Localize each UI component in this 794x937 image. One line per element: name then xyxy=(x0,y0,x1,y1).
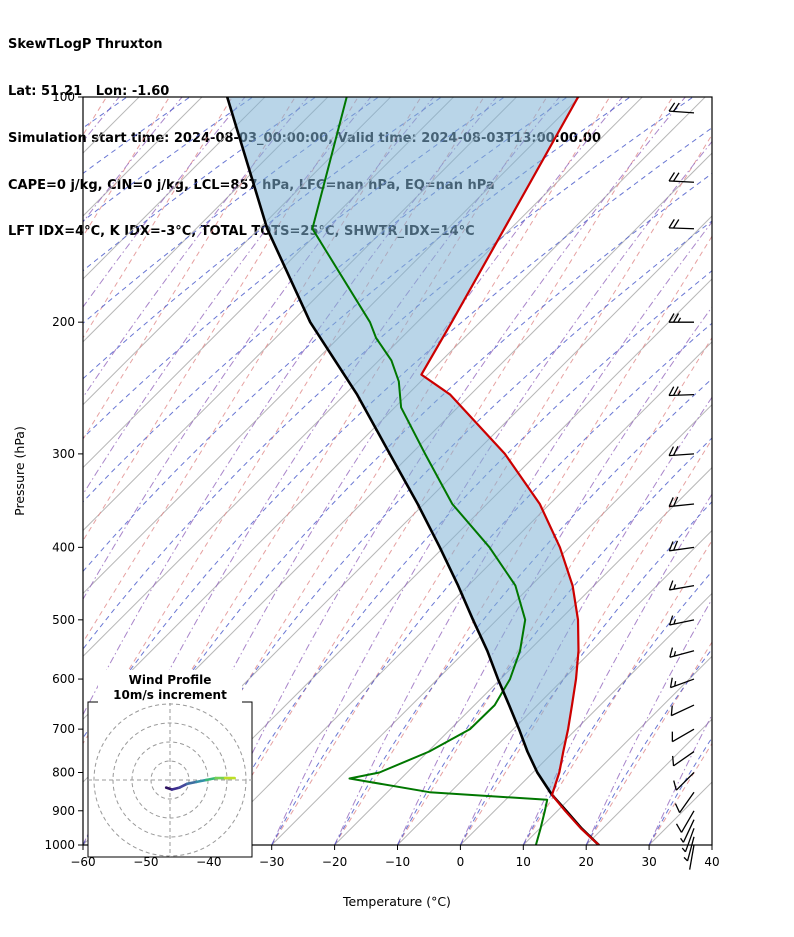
wind-barb xyxy=(683,836,695,862)
x-tick-label: −60 xyxy=(70,855,95,869)
wind-barb xyxy=(668,615,695,626)
header-location: Lat: 51.21 Lon: -1.60 xyxy=(8,83,170,99)
y-tick-label: 700 xyxy=(52,722,75,736)
axes: −60 −50 −40 −30 −20 −10 0 10 20 30 40 100 200 300 400 5… xyxy=(44,90,719,869)
wind-barb xyxy=(668,580,695,591)
x-tick-label: 10 xyxy=(516,855,531,869)
wind-barb xyxy=(669,677,695,689)
x-tick-label: −40 xyxy=(196,855,221,869)
negative-area-shading xyxy=(227,97,579,795)
wind-barb xyxy=(668,102,695,114)
wind-barbs xyxy=(668,102,695,870)
dewpoint-curve xyxy=(311,97,549,845)
y-tick-label: 100 xyxy=(52,90,75,104)
x-tick-label: −10 xyxy=(385,855,410,869)
y-tick-label: 300 xyxy=(52,447,75,461)
wind-barb xyxy=(689,844,695,870)
wind-barb xyxy=(668,540,695,552)
x-tick-label: −30 xyxy=(259,855,284,869)
x-axis-label: Temperature (°C) xyxy=(342,894,451,909)
wind-barb xyxy=(670,704,695,717)
shaded-area xyxy=(227,97,579,795)
sounding-profiles xyxy=(225,97,601,845)
wind-barb xyxy=(680,819,695,843)
y-tick-label: 500 xyxy=(52,613,75,627)
x-tick-label: 0 xyxy=(457,855,465,869)
y-tick-label: 200 xyxy=(52,315,75,329)
hodograph-trace xyxy=(164,776,236,791)
wind-barb xyxy=(668,219,695,230)
wind-barb xyxy=(674,791,695,814)
y-tick-label: 400 xyxy=(52,540,75,554)
y-axis-label: Pressure (hPa) xyxy=(12,426,27,516)
x-tick-label: 40 xyxy=(704,855,719,869)
hodograph-title: Wind Profile xyxy=(129,673,212,687)
wind-barb xyxy=(675,810,695,833)
y-tick-label: 600 xyxy=(52,672,75,686)
wind-barb xyxy=(681,828,695,853)
wind-barb xyxy=(671,728,695,743)
y-tick-label: 800 xyxy=(52,766,75,780)
x-tick-label: −50 xyxy=(133,855,158,869)
hodograph-subtitle: 10m/s increment xyxy=(113,688,227,702)
wind-barb xyxy=(668,446,695,457)
wind-barb xyxy=(668,496,695,508)
wind-barb xyxy=(668,386,695,397)
temperature-curve xyxy=(420,97,600,845)
wind-barb xyxy=(668,172,695,183)
y-tick-label: 1000 xyxy=(44,838,75,852)
hodograph-grid xyxy=(88,702,252,857)
wind-barb xyxy=(669,647,695,658)
x-tick-label: −20 xyxy=(322,855,347,869)
wind-barb xyxy=(668,313,694,323)
x-tick-label: 30 xyxy=(641,855,656,869)
wind-barb xyxy=(673,772,695,791)
wind-barb xyxy=(672,751,695,767)
hodograph-inset xyxy=(87,701,253,858)
x-tick-label: 20 xyxy=(579,855,594,869)
hodograph-title-bg xyxy=(98,670,242,703)
header-title: SkewTLogP Thruxton xyxy=(8,37,163,53)
y-tick-label: 900 xyxy=(52,804,75,818)
